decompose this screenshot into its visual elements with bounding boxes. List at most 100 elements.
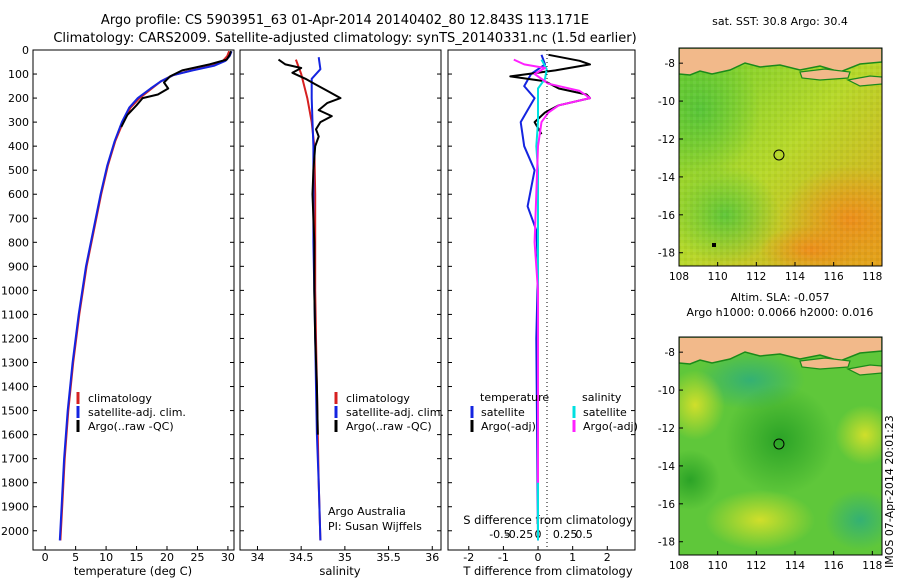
series-line-satellite-adj-clim-	[58, 50, 233, 541]
header-line-2: Climatology: CARS2009. Satellite-adjuste…	[53, 31, 636, 46]
map-y-tick-label: -10	[658, 385, 675, 397]
map-x-tick-label: 118	[862, 271, 882, 283]
difference-x-axis: -2 -1 0 1 2	[463, 546, 611, 564]
x-tick-label: 1	[569, 551, 576, 564]
y-tick-label: 1400	[1, 381, 29, 394]
temperature-axes	[32, 49, 235, 551]
y-tick-label: 600	[8, 188, 29, 201]
y-tick-label: 1100	[1, 308, 29, 321]
map-x-tick-label: 116	[824, 271, 844, 283]
temperature-series	[58, 50, 233, 541]
x-tick-label: 35.5	[376, 551, 401, 564]
sla-map-title: Altim. SLA: -0.057	[730, 291, 829, 304]
map-y-tick-label: -8	[665, 58, 675, 70]
x-tick-label: 34.5	[289, 551, 314, 564]
salinity-difference-xlabel: S difference from climatology	[463, 513, 633, 527]
sla-map-axes	[678, 336, 883, 556]
y-tick-label: 1600	[1, 429, 29, 442]
series-line-climatology	[59, 50, 231, 541]
legend-label-argo: Argo(..raw -QC)	[88, 420, 174, 433]
y-tick-label: 1300	[1, 357, 29, 370]
map-y-tick-label: -18	[658, 248, 675, 260]
x-tick-label: 34	[250, 551, 264, 564]
legend-label-climatology: climatology	[346, 392, 410, 405]
map-x-tick-label: 114	[785, 271, 805, 283]
salinity-legend: climatology satellite-adj. clim. Argo(..…	[334, 392, 444, 433]
y-tick-label: 900	[8, 260, 29, 273]
legend-label-satellite: satellite-adj. clim.	[88, 406, 186, 419]
difference-axes	[447, 49, 636, 551]
legend-label-argo: Argo(..raw -QC)	[346, 420, 432, 433]
map-y-tick-label: -10	[658, 96, 675, 108]
legend-label-s-satellite: satellite	[583, 406, 627, 419]
difference-series	[509, 53, 591, 541]
y-tick-label: 1000	[1, 284, 29, 297]
y-tick-label: 1900	[1, 501, 29, 514]
legend-header-salinity: salinity	[582, 391, 622, 404]
data-point	[712, 243, 716, 247]
y-tick-label: 0	[22, 44, 29, 57]
y-tick-label: 500	[8, 164, 29, 177]
legend-header-temperature: temperature	[480, 391, 549, 404]
sst-map-field	[679, 48, 882, 266]
map-x-tick-label: 112	[746, 271, 766, 283]
sla-high-patch	[705, 490, 815, 550]
map-x-tick-label: 118	[862, 560, 882, 572]
x-tick-label: 10	[99, 551, 113, 564]
y-tick-label: 800	[8, 236, 29, 249]
x-tick-label: 0	[535, 551, 542, 564]
series-line-t-argo-adj-	[509, 53, 591, 135]
island	[846, 75, 882, 87]
map-x-tick-label: 110	[708, 560, 728, 572]
salinity-x-axis: 34 34.5 35 35.5 36	[250, 546, 439, 564]
annotation-argo-australia: Argo Australia	[328, 505, 406, 518]
sst-map-title: sat. SST: 30.8 Argo: 30.4	[712, 15, 848, 28]
temperature-x-axis: 0 5 10 15 20 25 30	[42, 546, 235, 564]
difference-legend: temperature salinity satellite Argo(-adj…	[470, 391, 638, 433]
x-tick-label: 35	[338, 551, 352, 564]
series-line-s-argo-adj-	[513, 58, 591, 483]
island	[799, 68, 851, 81]
sla-low-patch	[725, 385, 835, 495]
x-tick-label: 2	[604, 551, 611, 564]
y-tick-label: 400	[8, 140, 29, 153]
y-tick-label: 100	[8, 68, 29, 81]
salinity-xlabel: salinity	[319, 564, 360, 578]
annotation-pi: PI: Susan Wijffels	[328, 520, 422, 533]
map-x-tick-label: 108	[669, 560, 689, 572]
y-tick-label: 200	[8, 92, 29, 105]
y-tick-label: 2000	[1, 525, 29, 538]
legend-label-t-satellite: satellite	[481, 406, 525, 419]
x-tick-label: 20	[160, 551, 174, 564]
series-line-argo-raw-qc-	[120, 50, 232, 128]
map-y-tick-label: -16	[658, 210, 675, 222]
salinity-difference-x-axis: -0.5-0.25 0 0.250.5	[489, 528, 593, 541]
x-tick-label: -2	[463, 551, 474, 564]
map-y-tick-label: -14	[658, 461, 675, 473]
island	[799, 357, 851, 370]
map-x-tick-label: 110	[708, 271, 728, 283]
sla-map-subtitle: Argo h1000: 0.0066 h2000: 0.016	[687, 306, 874, 319]
y-tick-label: 1800	[1, 477, 29, 490]
legend-label-satellite: satellite-adj. clim.	[346, 406, 444, 419]
island	[846, 364, 882, 376]
sla-map-ticks: 108 110 112 114 116 118 -8 -10 -12 -14 -16 -18	[658, 347, 883, 572]
temperature-legend: climatology satellite-adj. clim. Argo(..…	[76, 392, 186, 433]
x-tick-label: 5	[72, 551, 79, 564]
temperature-xlabel: temperature (deg C)	[74, 564, 192, 578]
map-y-tick-label: -16	[658, 499, 675, 511]
sla-map-field	[679, 337, 882, 555]
x-tick-label: -1	[498, 551, 509, 564]
y-tick-label: 1700	[1, 453, 29, 466]
x-tick-label: 25	[190, 551, 204, 564]
x2-tick-label: 0.25	[553, 528, 578, 541]
x2-tick-label: 0.5	[575, 528, 593, 541]
y-tick-label: 700	[8, 212, 29, 225]
salinity-series	[277, 57, 342, 541]
map-y-tick-label: -14	[658, 172, 675, 184]
x-tick-label: 15	[130, 551, 144, 564]
x-tick-label: 36	[425, 551, 439, 564]
legend-label-s-argo: Argo(-adj)	[583, 420, 638, 433]
legend-label-t-argo: Argo(-adj)	[481, 420, 536, 433]
